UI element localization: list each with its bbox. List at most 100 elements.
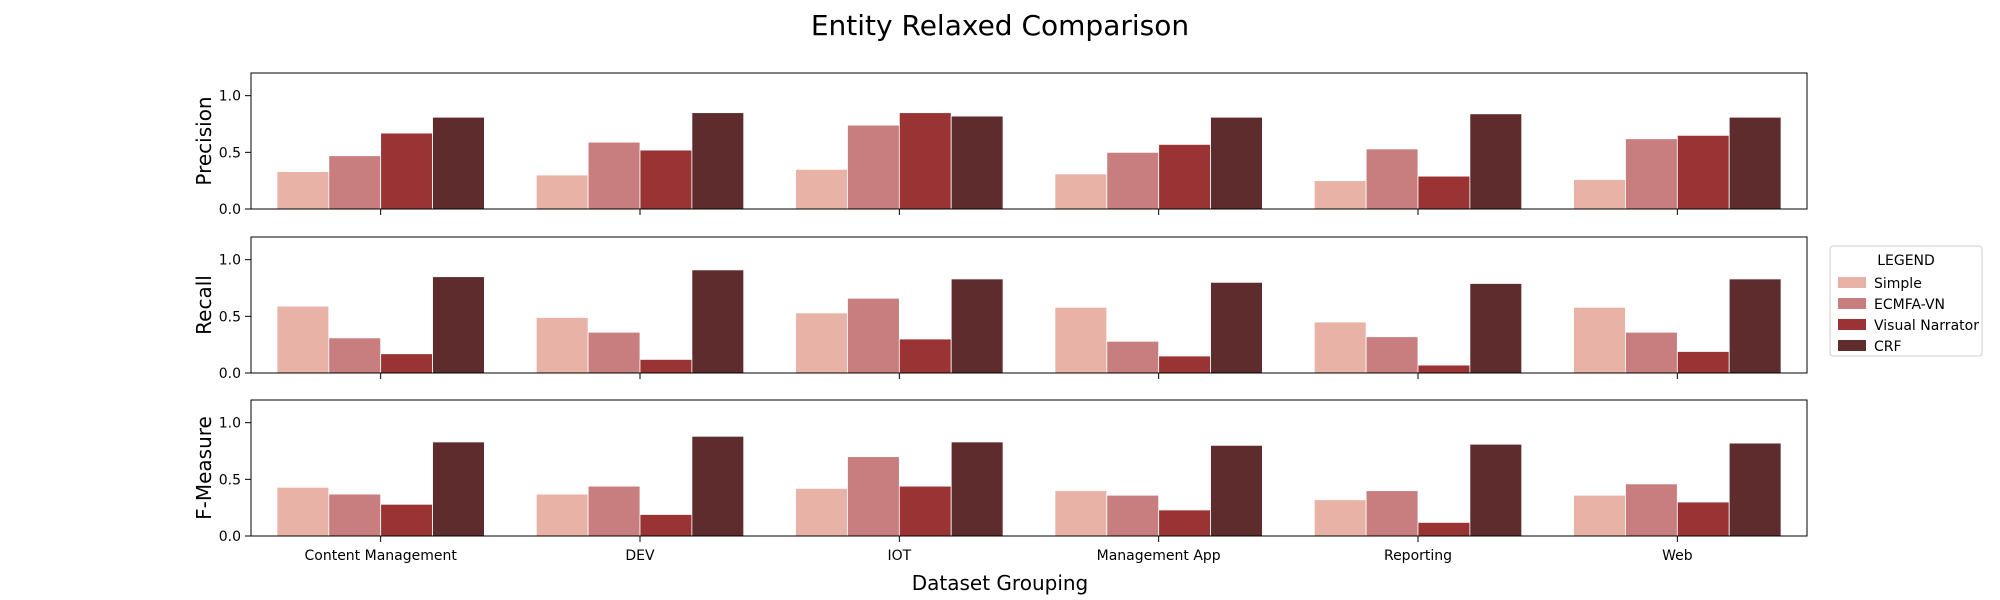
y-tick-label: 1.0	[219, 89, 241, 105]
legend: LEGEND Simple ECMFA-VN Visual Narrator CRF	[1829, 245, 1983, 357]
x-axis-label: Dataset Grouping	[912, 571, 1089, 595]
bar-visual-narrator-iot	[898, 338, 952, 374]
x-tick-labels: Content Management DEV IOT Management App Re…	[304, 548, 1692, 564]
bar-crf-iot	[950, 115, 1004, 210]
bar-visual-narrator-dev	[639, 358, 693, 374]
legend-swatch-visual-narrator	[1838, 319, 1866, 330]
bar-crf-management-app	[1210, 116, 1263, 210]
bar-ecmfa-vn-web	[1625, 331, 1678, 374]
bar-simple-iot	[795, 312, 848, 374]
bar-ecmfa-vn-content-management	[328, 493, 382, 537]
bar-visual-narrator-content-management	[380, 132, 433, 210]
y-tick-label: 0.5	[219, 309, 241, 325]
bar-crf-dev	[691, 269, 745, 374]
y-axis-label-f-measure: F-Measure	[192, 416, 216, 520]
bar-simple-iot	[795, 487, 848, 537]
legend-swatch-crf	[1838, 340, 1866, 351]
legend-swatch-ecmfa-vn	[1838, 298, 1866, 309]
bar-ecmfa-vn-dev	[587, 485, 641, 537]
bar-simple-dev	[535, 174, 589, 210]
bar-simple-dev	[535, 317, 589, 374]
y-tick-label: 1.0	[219, 416, 241, 432]
bar-ecmfa-vn-web	[1625, 483, 1678, 537]
bar-ecmfa-vn-management-app	[1106, 494, 1160, 537]
bar-ecmfa-vn-reporting	[1365, 148, 1419, 210]
bar-crf-management-app	[1210, 444, 1263, 537]
panel-f-measure: 0.0 0.5 1.0F-Measure	[192, 399, 1808, 545]
legend-label: Visual Narrator	[1874, 318, 1979, 334]
bar-visual-narrator-dev	[639, 149, 693, 210]
bar-simple-content-management	[276, 486, 330, 537]
bar-ecmfa-vn-reporting	[1365, 490, 1419, 537]
x-tick-label: DEV	[625, 548, 655, 564]
x-tick-label: Management App	[1097, 548, 1221, 564]
x-tick-label: Web	[1662, 548, 1693, 564]
bar-ecmfa-vn-dev	[587, 331, 641, 374]
bar-crf-iot	[950, 278, 1004, 374]
y-tick-label: 0.5	[219, 145, 241, 161]
bar-crf-iot	[950, 441, 1004, 537]
bar-visual-narrator-reporting	[1417, 364, 1471, 374]
bar-ecmfa-vn-iot	[847, 124, 900, 210]
bar-simple-dev	[535, 493, 589, 537]
bar-ecmfa-vn-dev	[587, 141, 641, 210]
bar-crf-management-app	[1210, 281, 1263, 374]
bar-crf-reporting	[1469, 113, 1523, 210]
bar-ecmfa-vn-content-management	[328, 155, 382, 210]
bar-visual-narrator-dev	[639, 514, 693, 537]
bar-visual-narrator-iot	[898, 112, 952, 210]
bar-crf-content-management	[432, 276, 485, 374]
legend-swatch-simple	[1838, 277, 1866, 288]
bar-simple-reporting	[1313, 499, 1367, 537]
bar-crf-reporting	[1469, 443, 1523, 537]
bar-visual-narrator-management-app	[1158, 355, 1211, 374]
bar-simple-reporting	[1313, 321, 1367, 374]
chart-title: Entity Relaxed Comparison	[811, 9, 1189, 42]
bar-ecmfa-vn-management-app	[1106, 340, 1160, 374]
y-tick-label: 0.0	[219, 529, 241, 545]
bar-ecmfa-vn-reporting	[1365, 336, 1419, 374]
bar-simple-management-app	[1054, 173, 1108, 210]
bar-simple-management-app	[1054, 490, 1108, 537]
bar-visual-narrator-management-app	[1158, 509, 1211, 537]
bar-crf-web	[1728, 442, 1782, 537]
bar-simple-iot	[795, 168, 848, 210]
y-tick-label: 0.5	[219, 472, 241, 488]
x-tick-label: Reporting	[1384, 548, 1452, 564]
bar-visual-narrator-iot	[898, 485, 952, 537]
bar-simple-web	[1573, 179, 1626, 210]
legend-title: LEGEND	[1877, 253, 1935, 269]
y-tick-label: 0.0	[219, 202, 241, 218]
bar-simple-management-app	[1054, 306, 1108, 374]
bar-ecmfa-vn-web	[1625, 138, 1678, 210]
bar-crf-content-management	[432, 441, 485, 537]
bar-simple-web	[1573, 494, 1626, 537]
bar-ecmfa-vn-iot	[847, 456, 900, 537]
bar-visual-narrator-management-app	[1158, 143, 1211, 210]
bar-simple-content-management	[276, 171, 330, 210]
bar-simple-content-management	[276, 305, 330, 374]
bar-crf-dev	[691, 112, 745, 210]
legend-label: Simple	[1874, 276, 1922, 292]
bar-visual-narrator-web	[1676, 134, 1730, 210]
bar-ecmfa-vn-iot	[847, 297, 900, 374]
legend-box	[1829, 245, 1983, 357]
bar-crf-dev	[691, 435, 745, 537]
y-tick-label: 1.0	[219, 253, 241, 269]
panel-frame	[250, 72, 1808, 210]
x-tick-label: IOT	[887, 548, 911, 564]
y-axis-label-precision: Precision	[192, 96, 216, 185]
bar-visual-narrator-reporting	[1417, 522, 1471, 537]
bar-visual-narrator-content-management	[380, 353, 433, 374]
bar-crf-content-management	[432, 116, 485, 210]
bar-visual-narrator-web	[1676, 501, 1730, 537]
bar-visual-narrator-reporting	[1417, 175, 1471, 210]
panels: 0.00.51.0Precision0.00.51.0Recall0.00.51…	[192, 72, 1808, 545]
panel-frame	[250, 236, 1808, 374]
legend-label: ECMFA-VN	[1874, 297, 1945, 313]
bar-simple-web	[1573, 306, 1626, 374]
legend-label: CRF	[1874, 339, 1902, 355]
